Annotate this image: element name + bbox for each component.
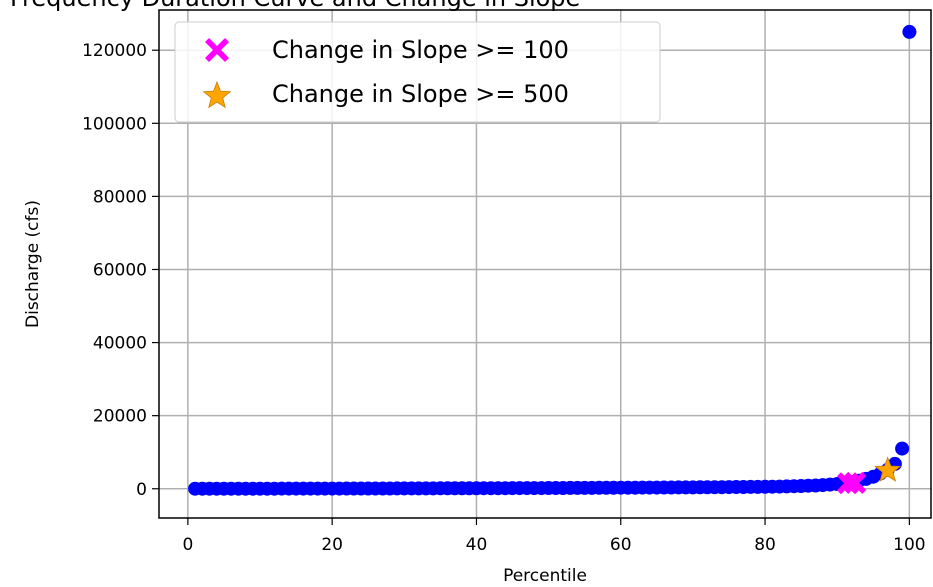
chart-title: Frequency Duration Curve and Change in S… — [10, 0, 580, 12]
highlight-x-marker — [844, 471, 867, 494]
x-tick-label: 20 — [321, 535, 343, 555]
legend-x-marker — [205, 38, 229, 62]
legend-label-change-100: Change in Slope >= 100 — [272, 36, 569, 64]
data-point — [902, 24, 917, 39]
x-tick-label: 40 — [466, 535, 488, 555]
legend-label-change-500: Change in Slope >= 500 — [272, 80, 569, 108]
y-axis-label: Discharge (cfs) — [23, 200, 43, 328]
y-tick-label: 40000 — [93, 334, 147, 354]
y-tick-label: 120000 — [82, 41, 147, 61]
x-tick-label: 0 — [182, 535, 193, 555]
legend-marker-change-100 — [205, 38, 229, 62]
legend-box — [174, 21, 661, 123]
data-point — [895, 441, 910, 456]
y-tick-label: 20000 — [93, 407, 147, 427]
legend: Change in Slope >= 100 Change in Slope >… — [174, 21, 661, 123]
y-tick-label: 60000 — [93, 260, 147, 280]
x-tick-label: 60 — [610, 535, 632, 555]
highlight-star-marker — [874, 456, 902, 482]
x-axis-label: Percentile — [503, 566, 587, 586]
legend-star-marker — [202, 80, 232, 109]
y-tick-label: 100000 — [82, 114, 147, 134]
y-tick-label: 0 — [136, 480, 147, 500]
x-tick-label: 100 — [893, 535, 925, 555]
y-tick-label: 80000 — [93, 187, 147, 207]
plot-frame — [158, 9, 932, 519]
x-tick-label: 80 — [754, 535, 776, 555]
legend-marker-change-500 — [202, 80, 232, 109]
y-axis-ticks: 0 20000 40000 60000 80000 100000 120000 — [82, 41, 159, 500]
highlight-points — [837, 456, 902, 495]
x-axis-ticks: 0 20 40 60 80 100 — [182, 518, 926, 555]
